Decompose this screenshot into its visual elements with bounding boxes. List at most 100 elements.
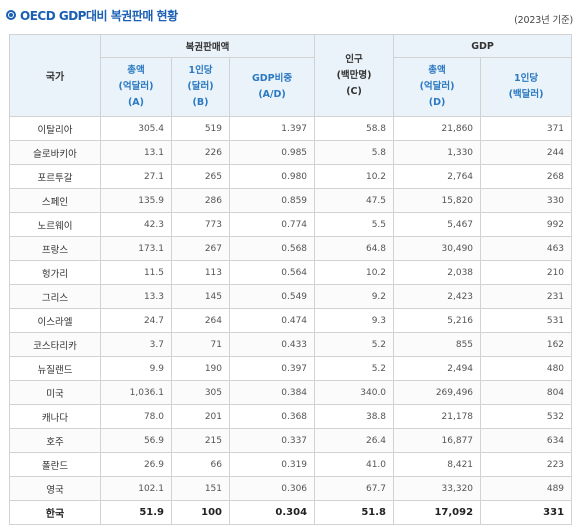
cell-gdp-total: 16,877 (393, 428, 482, 453)
table-row: 이스라엘 24.7 264 0.474 9.3 5,216 531 (9, 308, 573, 333)
cell-sales-per-capita: 286 (171, 188, 230, 213)
table-row: 폴란드 26.9 66 0.319 41.0 8,421 223 (9, 452, 573, 477)
cell-country: 이탈리아 (9, 116, 101, 141)
circle-bullet-icon (6, 10, 16, 20)
cell-gdp-total: 269,496 (393, 380, 482, 405)
cell-population: 67.7 (314, 476, 395, 501)
cell-population: 26.4 (314, 428, 395, 453)
cell-gdp-total: 2,494 (393, 356, 482, 381)
cell-gdp-per-capita: 532 (480, 404, 573, 429)
cell-country: 폴란드 (9, 452, 101, 477)
cell-sales-per-capita: 264 (171, 308, 230, 333)
cell-sales-total: 135.9 (100, 188, 172, 213)
cell-gdp-per-capita: 223 (480, 452, 573, 477)
cell-population: 41.0 (314, 452, 395, 477)
cell-gdp-per-capita: 489 (480, 476, 573, 501)
cell-sales-per-capita: 267 (171, 236, 230, 261)
cell-population: 5.5 (314, 212, 395, 237)
cell-gdp-ratio: 0.980 (228, 164, 316, 189)
cell-population: 58.8 (314, 116, 395, 141)
cell-country: 이스라엘 (9, 308, 101, 333)
cell-sales-per-capita: 215 (171, 428, 230, 453)
cell-gdp-ratio: 0.774 (228, 212, 316, 237)
header-sales-per-capita: 1인당 (달러) (B) (171, 57, 230, 117)
cell-population: 10.2 (314, 260, 395, 285)
cell-gdp-total: 1,330 (393, 140, 482, 165)
table-row: 코스타리카 3.7 71 0.433 5.2 855 162 (9, 332, 573, 357)
cell-gdp-ratio: 0.368 (228, 404, 316, 429)
cell-gdp-ratio: 0.433 (228, 332, 316, 357)
cell-gdp-ratio: 0.985 (228, 140, 316, 165)
cell-gdp-total: 2,423 (393, 284, 482, 309)
cell-population: 340.0 (314, 380, 395, 405)
table-row: 헝가리 11.5 113 0.564 10.2 2,038 210 (9, 260, 573, 285)
cell-country: 슬로바키아 (9, 140, 101, 165)
cell-gdp-per-capita: 162 (480, 332, 573, 357)
cell-gdp-ratio: 1.397 (228, 116, 316, 141)
cell-sales-total: 13.3 (100, 284, 172, 309)
cell-sales-per-capita: 151 (171, 476, 230, 501)
cell-sales-total: 24.7 (100, 308, 172, 333)
table-row: 슬로바키아 13.1 226 0.985 5.8 1,330 244 (9, 140, 573, 165)
header-lottery-sales: 복권판매액 (99, 34, 316, 58)
cell-gdp-total: 5,216 (393, 308, 482, 333)
cell-sales-total: 13.1 (100, 140, 172, 165)
table-row: 호주 56.9 215 0.337 26.4 16,877 634 (9, 428, 573, 453)
cell-country: 노르웨이 (9, 212, 101, 237)
cell-sales-per-capita: 265 (171, 164, 230, 189)
table-row: 영국 102.1 151 0.306 67.7 33,320 489 (9, 476, 573, 501)
cell-country: 캐나다 (9, 404, 101, 429)
cell-sales-per-capita: 66 (171, 452, 230, 477)
cell-gdp-ratio: 0.304 (228, 500, 316, 525)
cell-country: 포르투갈 (9, 164, 101, 189)
cell-gdp-total: 8,421 (393, 452, 482, 477)
cell-sales-total: 26.9 (100, 452, 172, 477)
cell-gdp-total: 30,490 (393, 236, 482, 261)
header-gdp: GDP (393, 34, 573, 58)
cell-country: 뉴질랜드 (9, 356, 101, 381)
cell-sales-total: 51.9 (100, 500, 172, 525)
cell-gdp-ratio: 0.859 (228, 188, 316, 213)
cell-gdp-ratio: 0.319 (228, 452, 316, 477)
cell-gdp-ratio: 0.564 (228, 260, 316, 285)
header-gdp-per-capita: 1인당 (백달러) (480, 57, 573, 117)
cell-sales-per-capita: 71 (171, 332, 230, 357)
cell-population: 64.8 (314, 236, 395, 261)
cell-country: 프랑스 (9, 236, 101, 261)
cell-country: 헝가리 (9, 260, 101, 285)
cell-country: 미국 (9, 380, 101, 405)
table-row: 노르웨이 42.3 773 0.774 5.5 5,467 992 (9, 212, 573, 237)
table-row: 한국 51.9 100 0.304 51.8 17,092 331 (9, 500, 573, 525)
table-row: 그리스 13.3 145 0.549 9.2 2,423 231 (9, 284, 573, 309)
cell-population: 9.2 (314, 284, 395, 309)
table-row: 뉴질랜드 9.9 190 0.397 5.2 2,494 480 (9, 356, 573, 381)
cell-gdp-per-capita: 231 (480, 284, 573, 309)
cell-gdp-per-capita: 210 (480, 260, 573, 285)
cell-gdp-total: 21,178 (393, 404, 482, 429)
cell-gdp-per-capita: 331 (480, 500, 573, 525)
cell-country: 한국 (9, 500, 101, 525)
cell-gdp-per-capita: 634 (480, 428, 573, 453)
cell-sales-per-capita: 305 (171, 380, 230, 405)
cell-sales-total: 27.1 (100, 164, 172, 189)
table-row: 포르투갈 27.1 265 0.980 10.2 2,764 268 (9, 164, 573, 189)
cell-gdp-ratio: 0.306 (228, 476, 316, 501)
cell-sales-total: 42.3 (100, 212, 172, 237)
cell-gdp-ratio: 0.474 (228, 308, 316, 333)
cell-gdp-total: 21,860 (393, 116, 482, 141)
cell-sales-per-capita: 100 (171, 500, 230, 525)
cell-population: 9.3 (314, 308, 395, 333)
cell-population: 5.2 (314, 356, 395, 381)
cell-country: 스페인 (9, 188, 101, 213)
cell-sales-per-capita: 201 (171, 404, 230, 429)
cell-sales-total: 102.1 (100, 476, 172, 501)
header-gdp-total: 총액 (억달러) (D) (393, 57, 482, 117)
cell-sales-total: 1,036.1 (100, 380, 172, 405)
page-title: OECD GDP대비 복권판매 현황 (20, 8, 178, 23)
cell-gdp-total: 17,092 (393, 500, 482, 525)
table-row: 스페인 135.9 286 0.859 47.5 15,820 330 (9, 188, 573, 213)
cell-sales-per-capita: 145 (171, 284, 230, 309)
cell-population: 10.2 (314, 164, 395, 189)
cell-gdp-total: 5,467 (393, 212, 482, 237)
cell-gdp-per-capita: 992 (480, 212, 573, 237)
